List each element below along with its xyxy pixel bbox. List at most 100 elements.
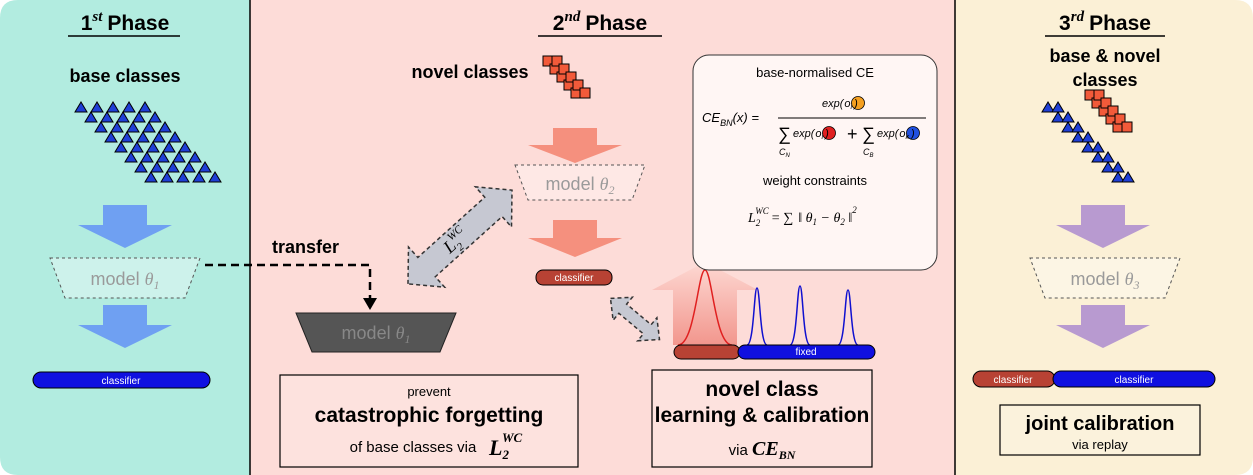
classifier-bar bbox=[673, 344, 741, 360]
sub: 1 bbox=[813, 217, 818, 227]
symbol: L bbox=[488, 435, 502, 460]
input-label: base & novel bbox=[1049, 46, 1160, 66]
fixed-classifier-bar bbox=[737, 344, 876, 360]
model-sub: 1 bbox=[404, 332, 410, 346]
old-model-shape bbox=[295, 312, 457, 353]
model-text: model bbox=[342, 323, 391, 343]
plus: + bbox=[847, 124, 858, 144]
sup: WC bbox=[502, 430, 523, 445]
transfer-arrowhead bbox=[363, 298, 377, 310]
flow-arrow bbox=[78, 305, 172, 348]
sum: ∑ bbox=[778, 124, 791, 144]
model-shape bbox=[49, 257, 201, 299]
model-label: model θ1 bbox=[342, 323, 411, 346]
sub: 2 bbox=[501, 447, 509, 462]
model-symbol: θ bbox=[600, 174, 609, 194]
model-text: model bbox=[1071, 269, 1120, 289]
formula-title: weight constraints bbox=[762, 173, 868, 188]
box-line: via replay bbox=[1072, 437, 1128, 452]
model-sub: 1 bbox=[153, 278, 159, 292]
fixed-label: fixed bbox=[795, 347, 816, 358]
o: o bbox=[844, 98, 850, 110]
close: ) bbox=[823, 128, 829, 140]
close: ) bbox=[852, 98, 858, 110]
wc-formula: L2WC = ∑ ‖ θ1 − θ2 ‖2 bbox=[747, 205, 857, 228]
eq: = ∑ bbox=[772, 211, 793, 226]
o-sub: i bbox=[822, 134, 824, 141]
formula-title: base-normalised CE bbox=[756, 65, 874, 80]
open: ‖ θ bbox=[798, 211, 812, 226]
exp: exp( bbox=[822, 98, 845, 110]
box-line: novel class bbox=[705, 378, 818, 401]
flow-arrow bbox=[78, 205, 172, 248]
numerator: exp(oi) bbox=[822, 98, 858, 111]
model-sub: 3 bbox=[1132, 278, 1139, 292]
classifier-bar bbox=[535, 269, 613, 286]
model-symbol: θ bbox=[145, 269, 154, 289]
sum-index: CB bbox=[863, 147, 874, 159]
sum-index: CN bbox=[779, 147, 791, 159]
symbol: CE bbox=[752, 438, 779, 460]
flow-arrow bbox=[1056, 305, 1150, 348]
model-symbol: θ bbox=[1125, 269, 1134, 289]
joint-box bbox=[999, 404, 1201, 456]
minus: − θ bbox=[817, 211, 840, 226]
classifier-label: classifier bbox=[1115, 375, 1155, 386]
model-label: model θ3 bbox=[1071, 269, 1140, 292]
formula-box bbox=[692, 54, 938, 271]
phase-title: 2nd Phase bbox=[553, 9, 647, 35]
box-line: via CEBN bbox=[729, 438, 797, 462]
formula-lhs: CEBN(x) = bbox=[702, 110, 759, 128]
exp: exp( bbox=[793, 128, 816, 140]
flow-arrow bbox=[1056, 205, 1150, 248]
flow-arrow bbox=[528, 220, 622, 257]
model-shape bbox=[514, 164, 646, 201]
exp: exp( bbox=[877, 128, 900, 140]
phase-suffix: st bbox=[91, 9, 103, 25]
phase-suffix: rd bbox=[1071, 9, 1085, 25]
model-sub: 2 bbox=[608, 183, 614, 197]
box-line: prevent bbox=[407, 384, 451, 399]
phase-title: 3rd Phase bbox=[1059, 9, 1151, 35]
phase-word: Phase bbox=[107, 12, 169, 35]
box-line: learning & calibration bbox=[655, 404, 870, 427]
c: C bbox=[863, 147, 870, 157]
input-label: base classes bbox=[69, 66, 180, 86]
sub: 2 bbox=[840, 217, 845, 227]
constraint-arrow: L2WC bbox=[407, 185, 513, 289]
model-text: model bbox=[91, 269, 140, 289]
model-shape bbox=[1029, 257, 1181, 299]
denominator-term: exp(oi) bbox=[793, 128, 829, 141]
logit-circle bbox=[851, 96, 865, 110]
power: 2 bbox=[852, 205, 857, 215]
classifier-bar bbox=[32, 371, 211, 389]
ce-formula: CEBN(x) = exp(oi) ∑ CN exp(oi) + ∑ CB ex… bbox=[702, 96, 926, 159]
phase-number: 2 bbox=[553, 12, 565, 35]
forgetting-box bbox=[279, 374, 579, 468]
sum: ∑ bbox=[862, 124, 875, 144]
phase-word: Phase bbox=[585, 12, 647, 35]
phase-number: 3 bbox=[1059, 12, 1071, 35]
classifier-bar bbox=[1052, 370, 1216, 388]
input-label: classes bbox=[1072, 70, 1137, 90]
o-sub: i bbox=[851, 104, 853, 111]
classifier-label: classifier bbox=[555, 273, 595, 284]
model-symbol: θ bbox=[396, 323, 405, 343]
denominator-term: exp(ok) bbox=[877, 128, 915, 141]
box-line: of base classes via bbox=[350, 439, 477, 456]
o: o bbox=[815, 128, 821, 140]
calibration-box bbox=[651, 369, 873, 468]
model-text: model bbox=[546, 174, 595, 194]
lhs: CE bbox=[702, 110, 720, 125]
flow-arrow bbox=[528, 128, 622, 163]
lhs-sub: 2 bbox=[756, 218, 761, 228]
logit-circle bbox=[822, 126, 836, 140]
c-sub: B bbox=[870, 153, 874, 159]
classifier-label: classifier bbox=[994, 375, 1034, 386]
via: via bbox=[729, 442, 749, 459]
phase-number: 1 bbox=[81, 12, 93, 35]
transfer-label: transfer bbox=[272, 237, 339, 257]
lhs: L bbox=[747, 211, 756, 226]
phase-suffix: nd bbox=[564, 9, 580, 25]
